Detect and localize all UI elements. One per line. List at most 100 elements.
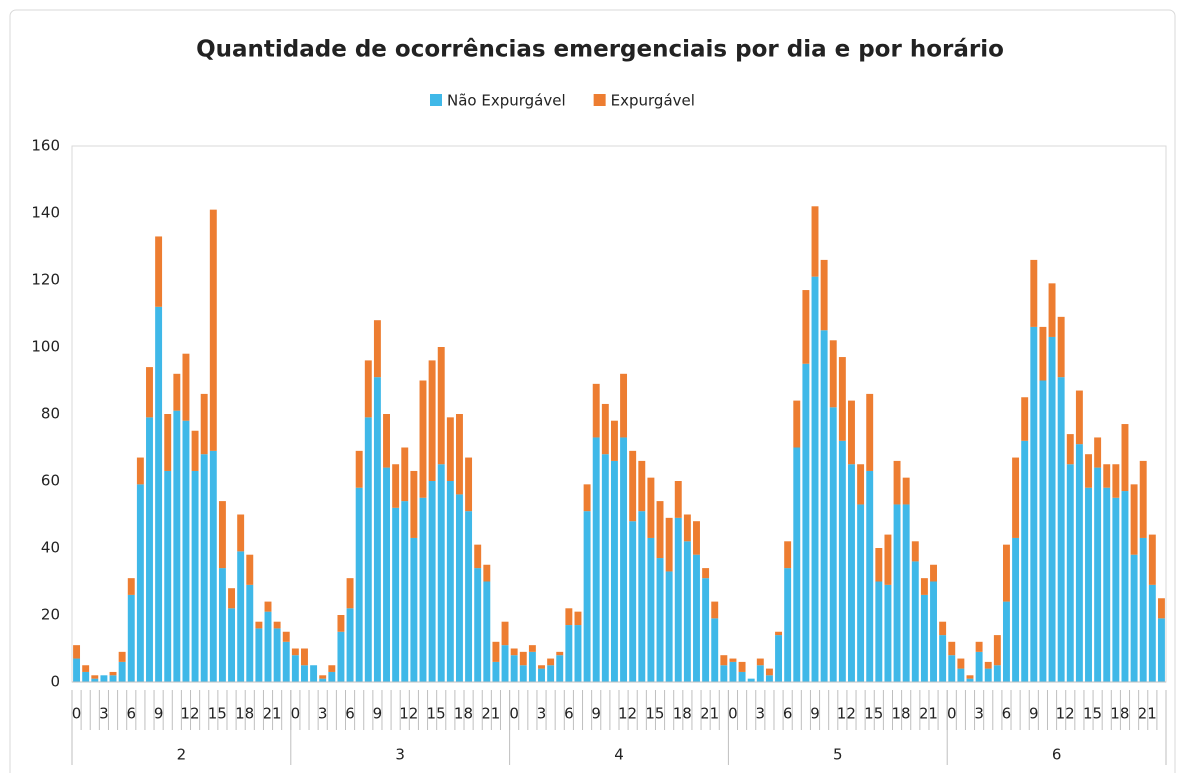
- bar-segment: [1139, 537, 1147, 682]
- bar-segment: [538, 668, 545, 682]
- bar-segment: [765, 675, 773, 682]
- bar-segment: [164, 414, 172, 471]
- bar-segment: [647, 537, 655, 682]
- bar-segment: [483, 581, 491, 682]
- bar-segment: [91, 678, 99, 682]
- bar-segment: [975, 641, 983, 652]
- bar-segment: [911, 541, 919, 562]
- bar-segment: [775, 635, 783, 682]
- bar-segment: [1057, 377, 1065, 682]
- bar-segment: [756, 658, 764, 666]
- bar-segment: [1103, 487, 1111, 682]
- x-tick-label: 0: [509, 705, 519, 723]
- bar-segment: [1012, 537, 1020, 682]
- bar-segment: [1066, 434, 1074, 465]
- bar-segment: [902, 477, 910, 505]
- x-tick-label: 18: [892, 705, 911, 723]
- x-tick-label: 15: [427, 705, 446, 723]
- bar-segment: [857, 504, 865, 682]
- x-tick-label: 15: [208, 705, 227, 723]
- bar-segment: [866, 393, 874, 471]
- bar-segment: [802, 290, 810, 364]
- bar-segment: [419, 497, 427, 682]
- bar-segment: [528, 651, 536, 682]
- bar-segment: [620, 437, 628, 682]
- x-tick-label: 21: [919, 705, 938, 723]
- bar-segment: [1094, 437, 1102, 468]
- bar-segment: [610, 420, 618, 461]
- bar-segment: [738, 671, 746, 682]
- bar-segment: [838, 357, 846, 441]
- bar-segment: [200, 393, 208, 455]
- x-tick-label: 12: [180, 705, 199, 723]
- bar-segment: [729, 658, 737, 662]
- bar-segment: [1066, 464, 1074, 682]
- bar-segment: [656, 501, 664, 559]
- bar-segment: [629, 521, 637, 682]
- bar-segment: [720, 655, 728, 666]
- bar-segment: [455, 494, 463, 682]
- bar-segment: [465, 511, 473, 682]
- x-tick-label: 12: [1056, 705, 1075, 723]
- legend-label: Não Expurgável: [447, 92, 566, 110]
- bar-segment: [939, 621, 947, 636]
- x-tick-label: 15: [645, 705, 664, 723]
- bar-segment: [711, 601, 719, 619]
- bar-segment: [1139, 460, 1147, 538]
- bar-segment: [1112, 464, 1120, 498]
- bar-segment: [519, 665, 527, 682]
- bar-segment: [975, 651, 983, 682]
- bar-segment: [282, 631, 290, 642]
- x-tick-label: 0: [72, 705, 82, 723]
- bar-segment: [510, 648, 518, 656]
- bar-segment: [328, 665, 336, 672]
- bar-segment: [346, 578, 354, 609]
- bar-segment: [1002, 601, 1010, 682]
- bar-segment: [966, 678, 974, 682]
- bar-segment: [592, 437, 600, 682]
- bar-segment: [164, 470, 172, 682]
- bar-segment: [483, 564, 491, 582]
- bar-segment: [993, 635, 1001, 666]
- bar-segment: [337, 615, 345, 632]
- bar-segment: [939, 635, 947, 682]
- bar-segment: [246, 584, 254, 682]
- bar-segment: [784, 568, 792, 682]
- bar-segment: [373, 320, 381, 378]
- bar-segment: [1048, 336, 1056, 682]
- bar-segment: [1121, 491, 1129, 682]
- bar-segment: [720, 665, 728, 682]
- bar-segment: [592, 383, 600, 438]
- bar-segment: [91, 675, 99, 679]
- bar-segment: [437, 347, 445, 465]
- bar-segment: [984, 668, 992, 682]
- bar-segment: [373, 377, 381, 682]
- bar-segment: [565, 625, 573, 682]
- bar-segment: [100, 675, 108, 682]
- x-tick-label: 3: [99, 705, 109, 723]
- bar-segment: [237, 551, 245, 682]
- bar-segment: [191, 470, 199, 682]
- bar-segment: [583, 484, 591, 512]
- bar-segment: [255, 628, 263, 682]
- bar-segment: [1148, 534, 1156, 585]
- bar-segment: [547, 665, 555, 682]
- bar-segment: [556, 655, 564, 682]
- group-label: 4: [614, 746, 624, 764]
- bar-segment: [209, 450, 217, 682]
- bar-segment: [574, 611, 582, 626]
- bar-segment: [146, 417, 153, 682]
- y-tick-label: 80: [41, 405, 60, 423]
- bar-segment: [629, 450, 637, 522]
- group-label: 2: [177, 746, 187, 764]
- bar-segment: [501, 645, 509, 682]
- bar-segment: [702, 578, 710, 682]
- bar-segment: [1130, 554, 1138, 682]
- x-tick-label: 21: [262, 705, 281, 723]
- bar-segment: [565, 608, 573, 626]
- bar-segment: [364, 417, 372, 682]
- bar-segment: [419, 380, 427, 498]
- chart-frame: [9, 9, 1176, 777]
- bar-segment: [866, 470, 874, 682]
- bar-segment: [1012, 457, 1020, 538]
